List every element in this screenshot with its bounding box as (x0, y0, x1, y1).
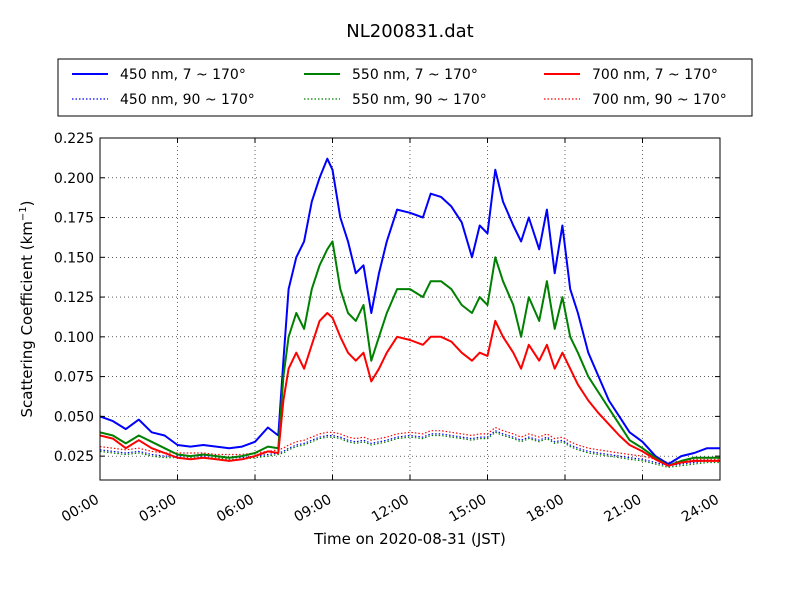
x-axis-label: Time on 2020-08-31 (JST) (313, 530, 506, 548)
y-axis-label: Scattering Coefficient (km−1) (18, 200, 36, 417)
y-tick-label: 0.025 (54, 449, 94, 465)
y-tick-label: 0.200 (54, 171, 94, 187)
y-axis: 0.025 0.050 0.075 0.100 0.125 0.150 0.175 0.200… (54, 131, 720, 465)
y-tick-label: 0.225 (54, 131, 94, 147)
legend-label: 550 nm, 7 ~ 170° (352, 67, 478, 83)
y-axis-label-superscript: −1 (18, 206, 29, 221)
chart-title: NL200831.dat (346, 21, 473, 42)
series-line-1 (100, 240, 720, 467)
legend-label: 550 nm, 90 ~ 170° (352, 92, 487, 108)
x-tick-label: 21:00 (602, 492, 645, 526)
legend-label: 700 nm, 90 ~ 170° (592, 92, 727, 108)
legend-label: 450 nm, 90 ~ 170° (120, 92, 255, 108)
legend: 450 nm, 7 ~ 170° 550 nm, 7 ~ 170° 700 nm, … (57, 58, 753, 117)
series-line-0 (100, 157, 720, 466)
x-tick-label: 15:00 (447, 492, 490, 526)
y-tick-label: 0.100 (54, 330, 94, 346)
y-tick-label: 0.150 (54, 250, 94, 266)
y-tick-label: 0.175 (54, 211, 94, 227)
x-tick-label: 18:00 (524, 492, 567, 526)
series-line-4 (100, 431, 720, 468)
legend-label: 700 nm, 7 ~ 170° (592, 67, 718, 83)
series-line-5 (100, 426, 720, 464)
y-tick-label: 0.050 (54, 409, 94, 425)
y-axis-label-end: ) (18, 200, 36, 206)
y-tick-label: 0.075 (54, 370, 94, 386)
series-group (100, 157, 720, 468)
x-tick-label: 03:00 (137, 492, 180, 526)
series-line-2 (100, 312, 720, 467)
x-axis: 00:00 03:00 06:00 09:00 12:00 15:00 18:00 21:00… (59, 138, 722, 526)
legend-label: 450 nm, 7 ~ 170° (120, 67, 246, 83)
x-tick-label: 00:00 (59, 492, 102, 526)
x-tick-label: 06:00 (214, 492, 257, 526)
x-tick-label: 24:00 (679, 492, 722, 526)
legend-frame (57, 58, 753, 117)
x-tick-label: 12:00 (369, 492, 412, 526)
x-tick-label: 09:00 (292, 492, 335, 526)
y-tick-label: 0.125 (54, 290, 94, 306)
